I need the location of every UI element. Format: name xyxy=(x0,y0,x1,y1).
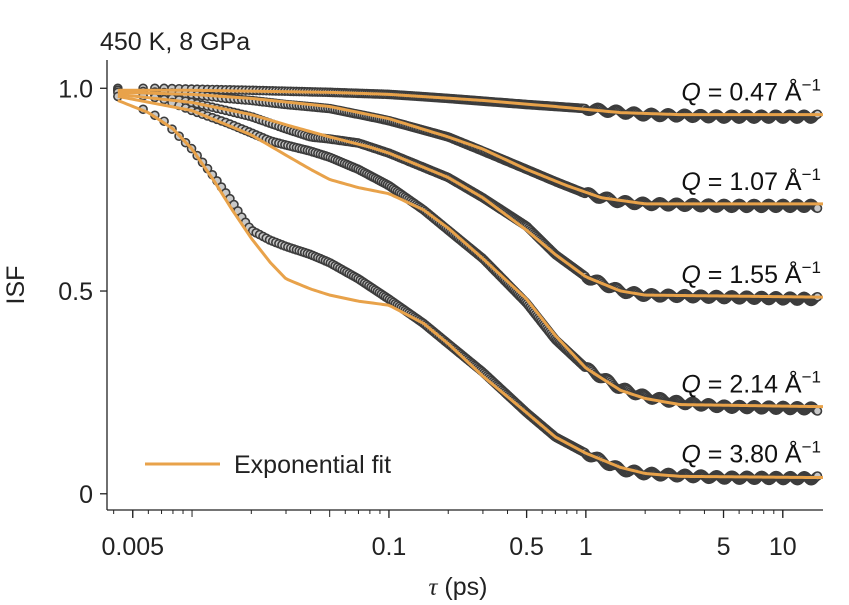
series-labels: Q = 0.47 Å−1Q = 1.07 Å−1Q = 1.55 Å−1Q = … xyxy=(681,76,821,469)
series-label-value: = 3.80 Å xyxy=(701,438,802,468)
y-tick-label: 0.5 xyxy=(58,278,93,306)
y-tick-label: 0 xyxy=(79,481,93,509)
y-axis-label: ISF xyxy=(2,266,30,305)
series-label-value: = 1.55 Å xyxy=(701,259,802,289)
series-label-exponent: −1 xyxy=(802,437,821,456)
series-label-symbol: Q xyxy=(681,79,700,107)
series-label-exponent: −1 xyxy=(802,368,821,387)
data-point xyxy=(812,203,823,214)
series-label: Q = 0.47 Å−1 xyxy=(681,76,821,107)
series-label-value: = 0.47 Å xyxy=(701,77,802,107)
series-label: Q = 3.80 Å−1 xyxy=(681,437,821,468)
series-label-exponent: −1 xyxy=(802,258,821,277)
legend: Exponential fit xyxy=(145,451,391,479)
fit-line xyxy=(117,94,823,409)
fit-line xyxy=(117,88,823,117)
x-axis: 0.005 0.1 0.5 1 5 10 xyxy=(101,509,823,561)
series-label-value: = 2.14 Å xyxy=(701,369,802,399)
series-label: Q = 2.14 Å−1 xyxy=(681,368,821,399)
chart-title: 450 K, 8 GPa xyxy=(100,28,250,56)
x-tick-label: 5 xyxy=(717,533,731,561)
data-point xyxy=(812,406,823,416)
x-axis-label: τ (ps) xyxy=(429,573,488,601)
x-tick-label: 10 xyxy=(769,533,797,561)
series-label-exponent: −1 xyxy=(802,165,821,184)
series-label-exponent: −1 xyxy=(802,76,821,95)
series-label: Q = 1.55 Å−1 xyxy=(681,258,821,289)
series-label: Q = 1.07 Å−1 xyxy=(681,165,821,196)
series-label-symbol: Q xyxy=(681,371,700,399)
legend-label: Exponential fit xyxy=(234,451,391,479)
fit-line xyxy=(117,92,823,299)
x-tick-label: 0.1 xyxy=(372,533,407,561)
series-markers xyxy=(113,87,823,416)
fit-line xyxy=(117,90,823,206)
x-tick-label: 0.005 xyxy=(101,533,164,561)
series-label-value: = 1.07 Å xyxy=(701,166,802,196)
series-label-symbol: Q xyxy=(681,261,700,289)
x-tick-label: 1 xyxy=(579,533,593,561)
series-label-symbol: Q xyxy=(681,168,700,196)
y-tick-label: 1.0 xyxy=(58,75,93,103)
x-axis-label-symbol: τ xyxy=(429,574,439,601)
fit-layer xyxy=(117,88,823,480)
series-label-symbol: Q xyxy=(681,440,700,468)
fit-line xyxy=(117,99,823,480)
x-tick-label: 0.5 xyxy=(509,533,544,561)
x-axis-label-unit: (ps) xyxy=(437,573,487,601)
y-axis: 0 0.5 1.0 xyxy=(58,60,108,510)
